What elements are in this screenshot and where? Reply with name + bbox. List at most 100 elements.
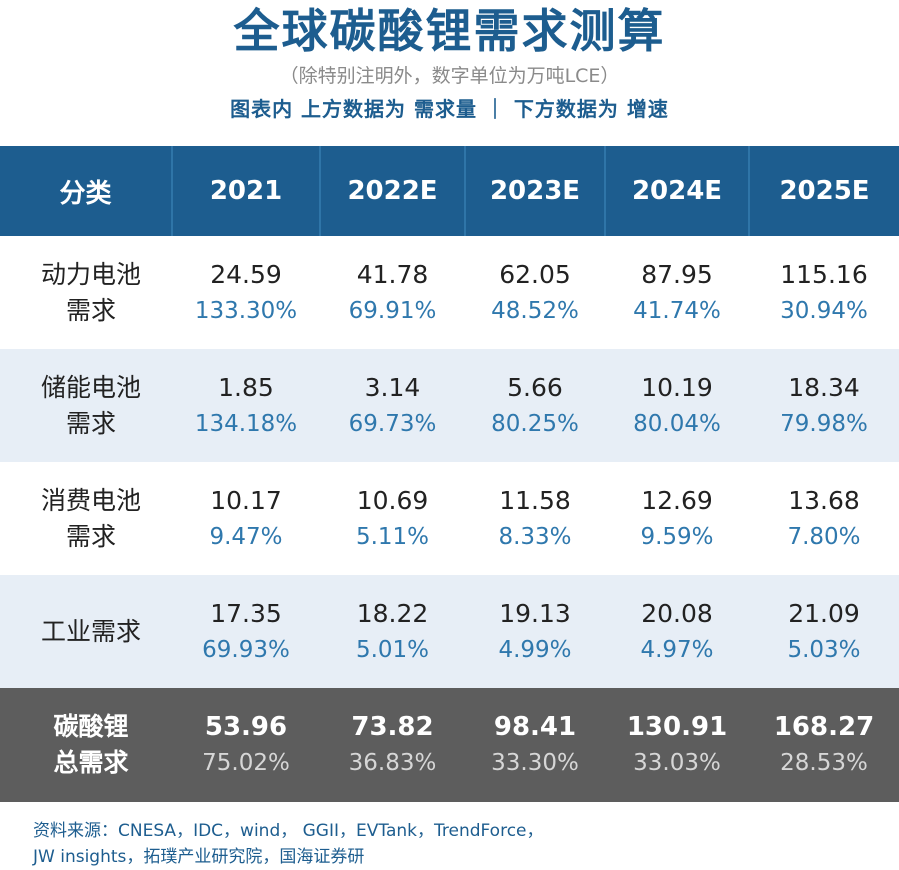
growth-rate: 79.98%: [780, 410, 868, 437]
category-cell: 储能电池 需求: [0, 349, 172, 462]
column-header-2025e: 2025E: [748, 146, 899, 236]
data-cell: 20.08 4.97%: [605, 575, 749, 688]
demand-value: 20.08: [641, 598, 713, 628]
data-cell: 10.17 9.47%: [172, 462, 320, 575]
source-note: 资料来源：CNESA，IDC，wind， GGII，EVTank，TrendFo…: [33, 818, 873, 870]
table-header-row: 分类 2021 2022E 2023E 2024E 2025E: [0, 146, 899, 236]
data-cell: 41.78 69.91%: [320, 236, 465, 349]
category-cell: 消费电池 需求: [0, 462, 172, 575]
demand-value: 3.14: [364, 372, 421, 402]
data-cell: 21.09 5.03%: [749, 575, 899, 688]
data-cell: 98.41 33.30%: [465, 688, 605, 802]
data-cell: 24.59 133.30%: [172, 236, 320, 349]
table-row-storage-battery: 储能电池 需求 1.85 134.18% 3.14 69.73% 5.66 80.25% 10.…: [0, 349, 899, 462]
growth-rate: 48.52%: [491, 297, 579, 324]
category-label: 消费电池: [40, 485, 141, 515]
data-cell: 115.16 30.94%: [749, 236, 899, 349]
demand-value: 5.66: [507, 372, 563, 402]
data-cell: 19.13 4.99%: [465, 575, 605, 688]
table-body: 动力电池 需求 24.59 133.30% 41.78 69.91% 62.05 48.52%…: [0, 236, 899, 802]
demand-value: 62.05: [499, 259, 571, 289]
demand-value: 11.58: [499, 485, 571, 515]
growth-rate: 69.91%: [348, 297, 437, 324]
growth-rate: 33.03%: [633, 750, 721, 776]
growth-rate: 41.74%: [633, 297, 721, 324]
growth-rate: 28.53%: [780, 750, 868, 776]
category-label: 储能电池: [40, 372, 141, 402]
table-row-consumer-battery: 消费电池需求 10.17 9.47% 10.69 5.11% 11.58 8.33% 12.6…: [0, 462, 899, 575]
demand-value: 10.19: [641, 372, 713, 402]
category-label-line2: 需求: [65, 521, 116, 551]
growth-rate: 9.47%: [209, 523, 283, 550]
data-cell: 62.05 48.52%: [465, 236, 605, 349]
legend-note: 图表内 上方数据为 需求量 ｜ 下方数据为 增速: [230, 97, 669, 121]
growth-rate: 133.30%: [194, 297, 298, 324]
column-header-2021: 2021: [171, 146, 320, 236]
category-label-line2: 需求: [65, 295, 116, 325]
data-cell: 87.95 41.74%: [605, 236, 749, 349]
growth-rate: 30.94%: [780, 297, 868, 324]
column-header-category: 分类: [0, 146, 172, 236]
data-cell: 5.66 80.25%: [465, 349, 605, 462]
growth-rate: 5.11%: [355, 523, 430, 550]
column-header-2023e: 2023E: [464, 146, 605, 236]
growth-rate: 134.18%: [194, 410, 298, 437]
data-cell: 3.14 69.73%: [320, 349, 465, 462]
table-row-total: 碳酸锂 总需求 53.96 75.02% 73.82 36.83% 98.41 33.30% 1…: [0, 688, 899, 802]
data-cell: 17.35 69.93%: [172, 575, 320, 688]
growth-rate: 4.97%: [640, 636, 714, 663]
data-cell: 168.27 28.53%: [749, 688, 899, 802]
growth-rate: 8.33%: [498, 523, 572, 550]
table-row-industrial: 工业需求 17.35 69.93% 18.22 5.01% 19.13 4.99% 20.08…: [0, 575, 899, 688]
data-cell: 130.91 33.03%: [605, 688, 749, 802]
growth-rate: 80.04%: [633, 410, 721, 437]
growth-rate: 69.73%: [348, 410, 437, 437]
source-line-1: 资料来源：CNESA，IDC，wind， GGII，EVTank，TrendFo…: [33, 821, 544, 841]
growth-rate: 7.80%: [787, 523, 861, 550]
demand-value: 10.17: [210, 485, 282, 515]
column-header-2024e: 2024E: [604, 146, 749, 236]
demand-value: 18.22: [356, 598, 429, 628]
growth-rate: 4.99%: [498, 636, 572, 663]
category-label: 工业需求: [40, 616, 141, 646]
demand-value: 13.68: [788, 485, 860, 515]
growth-rate: 80.25%: [491, 410, 579, 437]
demand-value: 130.91: [626, 712, 728, 742]
growth-rate: 69.93%: [202, 636, 290, 663]
data-cell: 1.85 134.18%: [172, 349, 320, 462]
unit-note: （除特别注明外，数字单位为万吨LCE）: [279, 65, 620, 87]
growth-rate: 36.83%: [348, 750, 437, 776]
category-cell: 碳酸锂 总需求: [0, 688, 172, 802]
demand-value: 21.09: [788, 598, 860, 628]
demand-value: 53.96: [204, 712, 288, 742]
demand-value: 73.82: [351, 712, 434, 742]
growth-rate: 33.30%: [491, 750, 579, 776]
data-cell: 18.22 5.01%: [320, 575, 465, 688]
demand-value: 10.69: [356, 485, 429, 515]
source-line-2: JW insights，拓璞产业研究院，国海证券研: [33, 847, 365, 867]
demand-value: 12.69: [641, 485, 713, 515]
growth-rate: 5.03%: [787, 636, 861, 663]
table-row-power-battery: 动力电池 需求 24.59 133.30% 41.78 69.91% 62.05 48.52%…: [0, 236, 899, 349]
header: 全球碳酸锂需求测算 （除特别注明外，数字单位为万吨LCE） 图表内 上方数据为 …: [0, 0, 899, 146]
data-cell: 10.69 5.11%: [320, 462, 465, 575]
demand-value: 1.85: [218, 372, 274, 402]
category-label: 碳酸锂: [53, 712, 129, 741]
column-header-2022e: 2022E: [319, 146, 465, 236]
demand-value: 168.27: [773, 712, 875, 742]
growth-rate: 75.02%: [202, 750, 290, 776]
demand-value: 17.35: [210, 598, 282, 628]
growth-rate: 5.01%: [355, 636, 430, 663]
data-cell: 13.68 7.80%: [749, 462, 899, 575]
page-title: 全球碳酸锂需求测算: [233, 4, 666, 58]
data-cell: 12.69 9.59%: [605, 462, 749, 575]
demand-value: 18.34: [788, 372, 860, 402]
category-label-line2: 总需求: [53, 748, 129, 777]
demand-value: 115.16: [780, 259, 868, 289]
data-cell: 10.19 80.04%: [605, 349, 749, 462]
demand-table: 分类 2021 2022E 2023E 2024E 2025E 动力电池 需求 24…: [0, 146, 899, 802]
data-cell: 18.34 79.98%: [749, 349, 899, 462]
demand-value: 24.59: [210, 259, 282, 289]
demand-value: 19.13: [499, 598, 571, 628]
category-cell: 动力电池 需求: [0, 236, 172, 349]
